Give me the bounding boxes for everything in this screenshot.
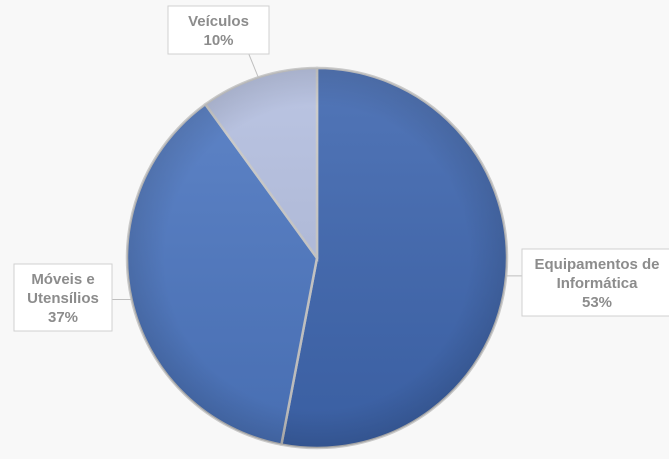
data-label-category: Informática: [557, 275, 639, 292]
data-label-category: Veículos: [188, 13, 249, 30]
data-label-category: Móveis e: [31, 271, 94, 288]
data-label-equipamentos-de-informatica: Equipamentos de Informática 53%: [506, 248, 669, 317]
data-label-category: Equipamentos de: [534, 256, 659, 273]
callout-box: [13, 263, 113, 332]
data-label-percent: 53%: [582, 294, 612, 311]
callout-box: [521, 248, 669, 317]
data-label-veiculos: Veículos 10%: [167, 5, 270, 78]
pie-shading: [127, 68, 507, 448]
data-label-percent: 10%: [203, 32, 233, 49]
data-label-percent: 37%: [48, 309, 78, 326]
leader-line: [248, 53, 259, 78]
data-label-category: Utensílios: [27, 290, 99, 307]
pie-gloss: [127, 68, 507, 448]
data-labels: Equipamentos de Informática 53% Móveis e Ute…: [13, 5, 669, 332]
callout-box: [167, 5, 270, 55]
data-label-moveis-e-utensilios: Móveis e Utensílios 37%: [13, 263, 132, 332]
